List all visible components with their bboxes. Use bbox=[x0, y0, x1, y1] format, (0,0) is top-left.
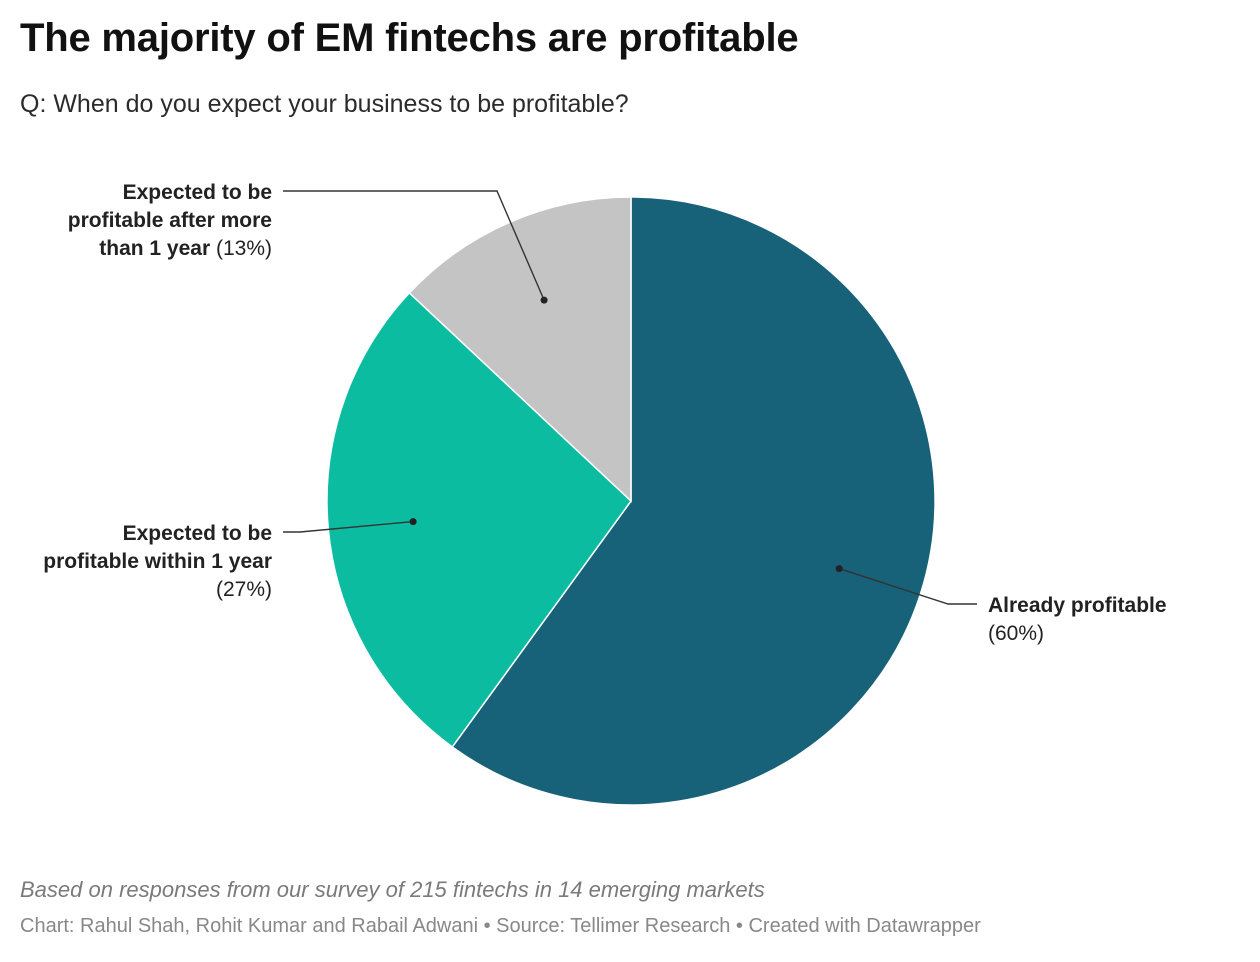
leader-line bbox=[283, 190, 545, 301]
pie-slices bbox=[326, 196, 936, 806]
slice-label: Expected to be profitable after more than … bbox=[68, 181, 272, 260]
slice-label: Expected to be profitable within 1 year (2… bbox=[43, 522, 272, 601]
slice-percent: (27%) bbox=[216, 578, 272, 601]
slice-label-line: Expected to be bbox=[123, 181, 272, 204]
chart-note: Based on responses from our survey of 21… bbox=[20, 877, 765, 902]
leader-dot bbox=[409, 518, 417, 526]
leader-line bbox=[838, 567, 977, 605]
slice-labels: Already profitable (60%) Expected to be pro… bbox=[43, 181, 1166, 645]
slice-label-line: profitable after more bbox=[68, 209, 272, 232]
chart-title: The majority of EM fintechs are profitab… bbox=[20, 16, 799, 60]
slice-label-line: Already profitable bbox=[988, 594, 1167, 617]
leader-lines bbox=[283, 190, 977, 605]
footer-separator: • bbox=[478, 915, 497, 937]
slice-label-line: Expected to be bbox=[123, 522, 272, 545]
chart-subtitle: Q: When do you expect your business to b… bbox=[20, 90, 629, 118]
footer-separator: • bbox=[730, 915, 749, 937]
slice-percent: (60%) bbox=[988, 622, 1044, 645]
slice-label: Already profitable (60%) bbox=[988, 594, 1167, 645]
leader-dot bbox=[835, 565, 843, 573]
slice-label-line: profitable within 1 year bbox=[43, 550, 272, 573]
leader-line bbox=[283, 520, 414, 533]
chart-credit: Chart: Rahul Shah, Rohit Kumar and Rabai… bbox=[20, 915, 479, 937]
leader-dot bbox=[540, 296, 548, 304]
slice-label-line: than 1 year bbox=[99, 237, 210, 260]
slice-percent: (13%) bbox=[210, 237, 272, 260]
chart-footer: Chart: Rahul Shah, Rohit Kumar and Rabai… bbox=[20, 915, 981, 938]
datawrapper-link[interactable]: Created with Datawrapper bbox=[748, 915, 981, 937]
source-link[interactable]: Source: Tellimer Research bbox=[496, 915, 731, 937]
